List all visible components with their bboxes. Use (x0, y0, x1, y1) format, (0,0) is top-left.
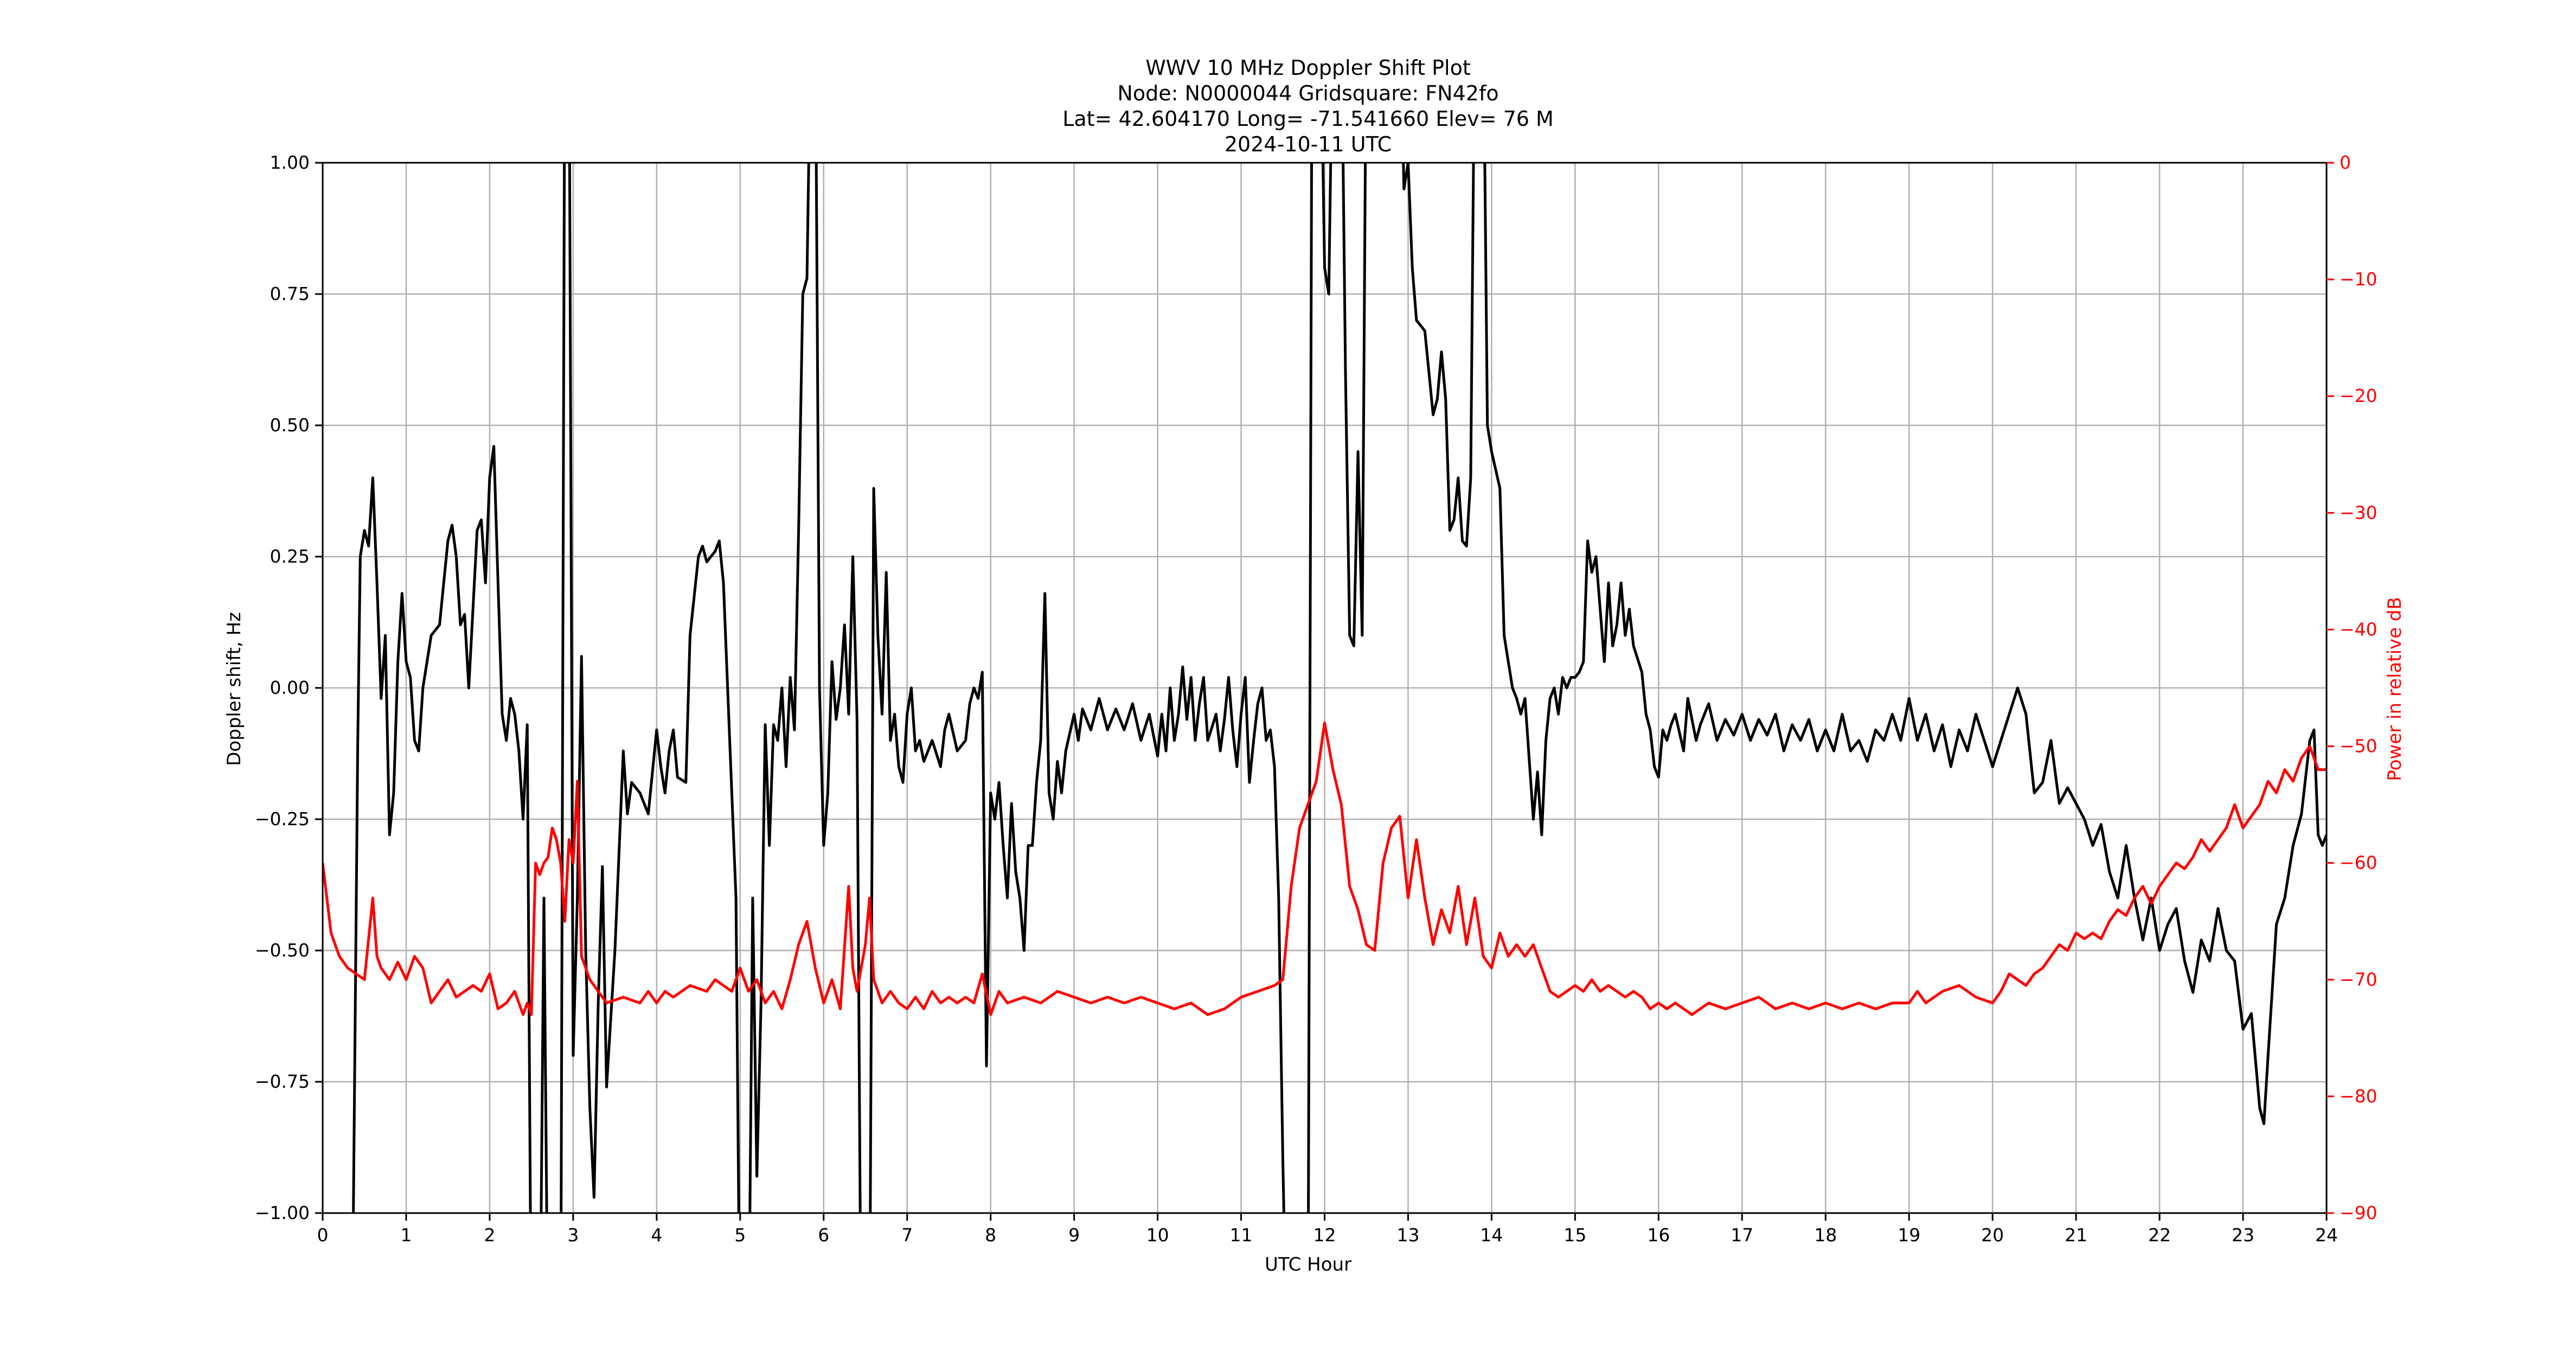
x-tick-label: 19 (1898, 1224, 1920, 1246)
series (323, 163, 2327, 1213)
x-tick-label: 21 (2065, 1224, 2087, 1246)
y-tick-label: −0.50 (255, 940, 310, 961)
x-tick-label: 15 (1563, 1224, 1586, 1246)
y2-tick-label: −50 (2340, 736, 2378, 757)
x-tick-label: 23 (2232, 1224, 2254, 1246)
y2-tick-label: −90 (2340, 1202, 2378, 1223)
x-tick-label: 17 (1731, 1224, 1753, 1246)
y2-tick-label: −10 (2340, 269, 2378, 290)
x-tick-label: 11 (1230, 1224, 1253, 1246)
x-tick-label: 22 (2148, 1224, 2171, 1246)
y2-tick-label: −30 (2340, 502, 2378, 523)
x-tick-label: 12 (1313, 1224, 1336, 1246)
y2-axis-label: Power in relative dB (2384, 597, 2406, 781)
y-tick-label: −0.25 (255, 808, 310, 830)
x-axis-label: UTC Hour (1265, 1254, 1351, 1275)
y2-tick-label: −60 (2340, 852, 2378, 873)
y2-tick-label: −20 (2340, 385, 2378, 406)
x-tick-label: 18 (1814, 1224, 1837, 1246)
x-tick-label: 7 (901, 1224, 913, 1246)
axes: 0 1 2 3 4 5 6 7 8 9 10 11 12 13 14 15 16 17 18 19 20 21 22 23 24… (255, 152, 2378, 1246)
y-axis-label: Doppler shift, Hz (223, 612, 245, 766)
x-tick-label: 20 (1981, 1224, 2004, 1246)
y-tick-label: −1.00 (255, 1202, 310, 1223)
x-tick-label: 13 (1396, 1224, 1419, 1246)
y2-tick-label: −70 (2340, 969, 2378, 990)
x-tick-label: 6 (818, 1224, 829, 1246)
x-tick-label: 10 (1146, 1224, 1169, 1246)
title-line-4: 2024-10-11 UTC (1225, 132, 1392, 156)
y-tick-label: 1.00 (270, 152, 310, 173)
x-tick-label: 0 (317, 1224, 329, 1246)
y2-tick-label: −80 (2340, 1086, 2378, 1107)
x-tick-label: 3 (567, 1224, 579, 1246)
power-series-line (323, 722, 2327, 1016)
y-tick-label: −0.75 (255, 1071, 310, 1092)
y-tick-label: 0.50 (270, 414, 310, 436)
x-tick-label: 8 (985, 1224, 996, 1246)
doppler-series-line (352, 163, 2327, 1213)
y2-tick-label: 0 (2340, 152, 2351, 173)
y-tick-label: 0.25 (270, 546, 310, 567)
title-line-3: Lat= 42.604170 Long= -71.541660 Elev= 76… (1062, 107, 1554, 131)
title-line-2: Node: N0000044 Gridsquare: FN42fo (1117, 81, 1498, 105)
x-tick-label: 14 (1480, 1224, 1503, 1246)
y-tick-label: 0.00 (270, 677, 310, 698)
grid (322, 162, 2328, 1214)
x-tick-label: 9 (1068, 1224, 1080, 1246)
x-tick-label: 2 (484, 1224, 495, 1246)
x-tick-label: 4 (651, 1224, 662, 1246)
x-tick-label: 1 (400, 1224, 412, 1246)
x-tick-label: 5 (734, 1224, 746, 1246)
title-line-1: WWV 10 MHz Doppler Shift Plot (1145, 56, 1471, 80)
x-tick-label: 24 (2315, 1224, 2338, 1246)
y-tick-label: 0.75 (270, 283, 310, 304)
x-tick-label: 16 (1647, 1224, 1670, 1246)
chart-title: WWV 10 MHz Doppler Shift Plot Node: N000… (1062, 56, 1554, 156)
y2-tick-label: −40 (2340, 618, 2378, 640)
